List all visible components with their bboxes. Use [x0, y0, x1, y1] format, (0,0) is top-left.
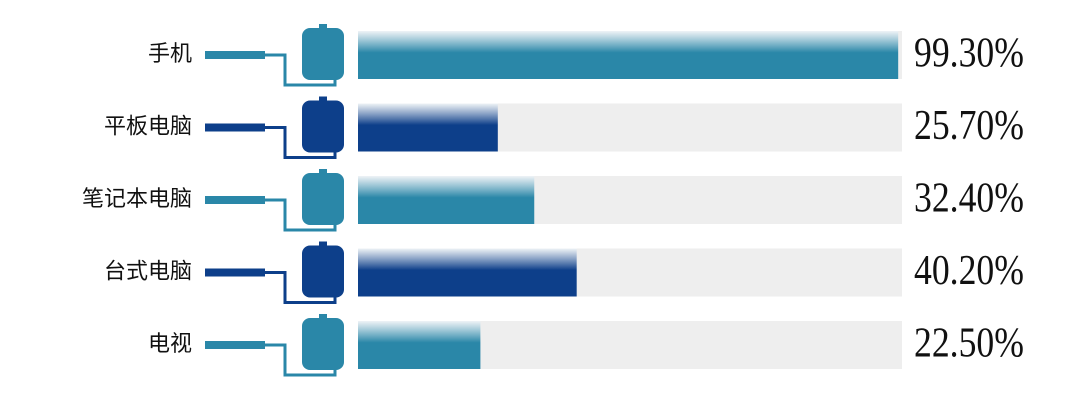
category-label: 手机	[148, 42, 192, 67]
roller-hook	[265, 343, 337, 377]
roller-cap	[319, 96, 327, 102]
roller-body	[302, 173, 344, 225]
roller-body	[302, 245, 344, 298]
roller-hook	[265, 126, 337, 159]
roller-handle	[205, 123, 265, 132]
bar	[358, 176, 535, 224]
roller-cap	[319, 24, 327, 29]
bar	[358, 31, 899, 79]
bar	[358, 248, 577, 297]
bar	[358, 103, 498, 152]
roller-body	[302, 100, 344, 153]
roller-handle	[205, 341, 265, 349]
value-label: 99.30%	[914, 31, 1024, 77]
roller-cap	[319, 314, 327, 319]
value-label: 22.50%	[914, 321, 1024, 367]
value-label: 40.20%	[914, 248, 1024, 294]
category-label: 台式电脑	[104, 260, 192, 285]
roller-handle	[205, 196, 265, 204]
roller-body	[302, 318, 344, 370]
category-label: 平板电脑	[104, 115, 192, 140]
bar	[358, 321, 481, 369]
category-label: 电视	[148, 332, 192, 357]
category-label: 笔记本电脑	[82, 187, 192, 212]
roller-cap	[319, 241, 327, 247]
roller-hook	[265, 271, 337, 304]
roller-handle	[205, 51, 265, 59]
roller-handle	[205, 268, 265, 277]
roller-cap	[319, 169, 327, 174]
value-label: 25.70%	[914, 103, 1024, 149]
value-label: 32.40%	[914, 176, 1024, 222]
roller-hook	[265, 53, 337, 87]
roller-body	[302, 28, 344, 80]
roller-hook	[265, 198, 337, 232]
